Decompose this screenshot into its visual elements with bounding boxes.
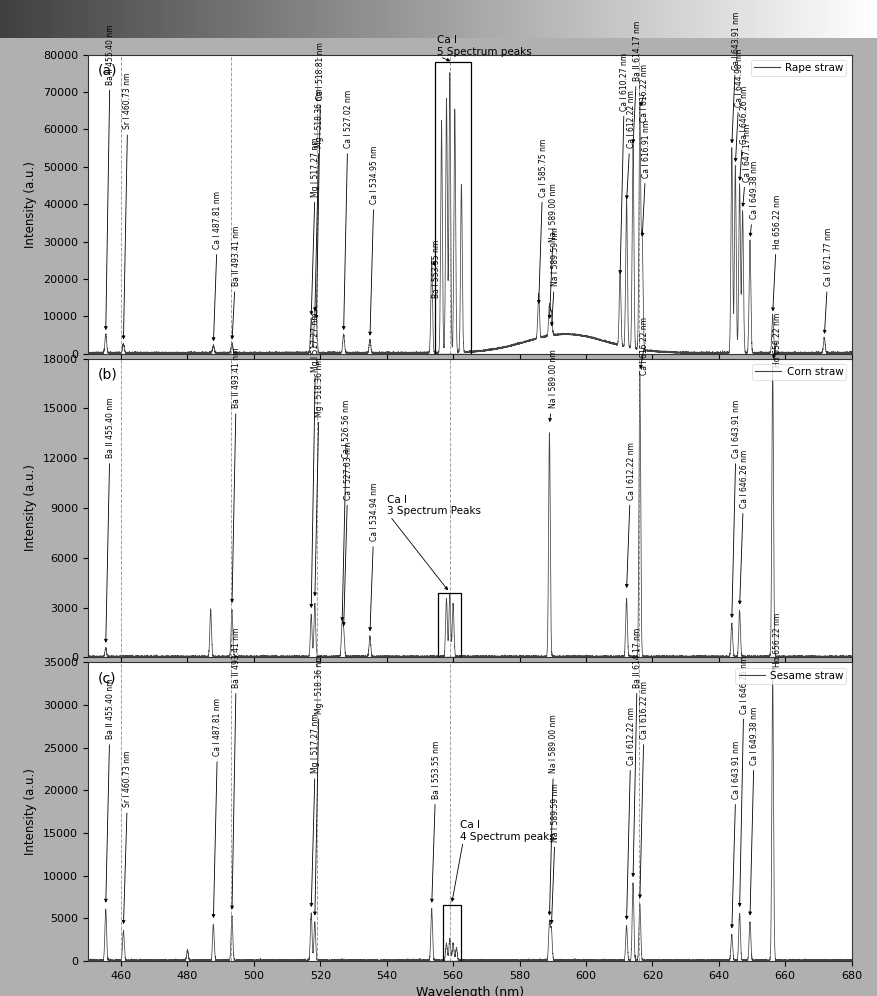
Text: Hα 656.22 nm: Hα 656.22 nm: [771, 613, 781, 672]
Text: Ba II 455.40 nm: Ba II 455.40 nm: [104, 678, 115, 902]
Text: Ba II 493.41 nm: Ba II 493.41 nm: [231, 627, 240, 908]
Text: Ca I 534.94 nm: Ca I 534.94 nm: [368, 483, 379, 630]
Text: Ca I 671.77 nm: Ca I 671.77 nm: [823, 228, 832, 333]
Text: Hα 656.22 nm: Hα 656.22 nm: [771, 195, 781, 311]
Text: Ba II 493.41 nm: Ba II 493.41 nm: [231, 226, 240, 339]
Text: Sr I 460.73 nm: Sr I 460.73 nm: [122, 751, 132, 923]
Text: Ca I 487.81 nm: Ca I 487.81 nm: [212, 191, 222, 341]
Text: Ca I 534.95 nm: Ca I 534.95 nm: [368, 145, 379, 335]
Text: Na I 589.00 nm: Na I 589.00 nm: [548, 350, 558, 421]
Text: (a): (a): [97, 64, 118, 78]
Text: Na I 589.59 nm: Na I 589.59 nm: [550, 783, 560, 923]
Bar: [434, 62, 471, 354]
Text: Mg I 517.27 nm: Mg I 517.27 nm: [310, 137, 320, 315]
Text: Ca I 616.22 nm: Ca I 616.22 nm: [638, 317, 648, 375]
Text: Ca I 643.91 nm: Ca I 643.91 nm: [730, 741, 740, 927]
Text: Ca I 646.26 nm: Ca I 646.26 nm: [738, 87, 748, 180]
Text: Mg I 517.27 nm: Mg I 517.27 nm: [310, 312, 320, 608]
Legend: Rape straw: Rape straw: [750, 60, 845, 77]
Text: Mg I 518.36 nm: Mg I 518.36 nm: [313, 357, 324, 596]
Text: Ba II 614.17 nm: Ba II 614.17 nm: [631, 21, 641, 142]
Text: (b): (b): [97, 368, 118, 381]
Text: Ca I 646.26 nm: Ca I 646.26 nm: [738, 655, 748, 906]
Text: Na I 589.59 nm: Na I 589.59 nm: [550, 228, 560, 326]
Text: Ba I 553.55 nm: Ba I 553.55 nm: [431, 239, 440, 298]
Text: Mg I 518.36 nm: Mg I 518.36 nm: [313, 654, 324, 914]
Text: Ba II 493.41 nm: Ba II 493.41 nm: [231, 348, 240, 603]
Text: Ca I 610.27 nm: Ca I 610.27 nm: [618, 53, 628, 273]
X-axis label: Wavelength (nm): Wavelength (nm): [415, 986, 524, 996]
Text: Mg I 518.36 nm: Mg I 518.36 nm: [313, 89, 324, 311]
Text: Ca I 616.22 nm: Ca I 616.22 nm: [639, 64, 648, 122]
Text: Ca I 526.56 nm: Ca I 526.56 nm: [340, 400, 351, 621]
Text: Ca I 643.91 nm: Ca I 643.91 nm: [730, 12, 740, 142]
Legend: Sesame straw: Sesame straw: [735, 667, 845, 684]
Text: Ca I 612.22 nm: Ca I 612.22 nm: [624, 442, 635, 588]
Text: Ca I 612.22 nm: Ca I 612.22 nm: [624, 91, 635, 198]
Text: Hα 656.22 nm: Hα 656.22 nm: [772, 313, 781, 367]
Text: Ba I 553.55 nm: Ba I 553.55 nm: [430, 741, 440, 902]
Text: Ca I 649.38 nm: Ca I 649.38 nm: [748, 161, 758, 236]
Y-axis label: Intensity (a.u.): Intensity (a.u.): [25, 768, 38, 856]
Text: Ca I 518.81 nm: Ca I 518.81 nm: [315, 42, 325, 318]
Text: Sr I 460.73 nm: Sr I 460.73 nm: [122, 73, 132, 339]
Text: Ca I 646.26 nm: Ca I 646.26 nm: [738, 450, 748, 604]
Text: Ca I
4 Spectrum peaks: Ca I 4 Spectrum peaks: [460, 820, 554, 842]
Text: Ca I 616.91 nm: Ca I 616.91 nm: [640, 120, 651, 236]
Y-axis label: Intensity (a.u.): Intensity (a.u.): [25, 160, 38, 248]
Text: Ca I 527.03 nm: Ca I 527.03 nm: [342, 441, 353, 625]
Text: Ba II 455.40 nm: Ba II 455.40 nm: [104, 24, 115, 330]
Text: Na I 589.00 nm: Na I 589.00 nm: [547, 714, 558, 914]
Legend: Corn straw: Corn straw: [752, 364, 845, 380]
Y-axis label: Intensity (a.u.): Intensity (a.u.): [25, 464, 38, 552]
Text: Ca I 649.38 nm: Ca I 649.38 nm: [748, 706, 758, 914]
Text: Ca I 647.17 nm: Ca I 647.17 nm: [741, 124, 751, 206]
Bar: [438, 593, 461, 657]
Text: Ca I 616.22 nm: Ca I 616.22 nm: [638, 681, 648, 897]
Text: Na I 589.00 nm: Na I 589.00 nm: [548, 183, 558, 318]
Text: Ca I 644.98 nm: Ca I 644.98 nm: [733, 49, 744, 161]
Text: Ca I 487.81 nm: Ca I 487.81 nm: [212, 698, 222, 917]
Text: Ca I 585.75 nm: Ca I 585.75 nm: [537, 138, 547, 303]
Text: Mg I 517.27 nm: Mg I 517.27 nm: [310, 714, 320, 906]
Text: Ca I 643.91 nm: Ca I 643.91 nm: [730, 400, 740, 618]
Text: Ba II 614.17 nm: Ba II 614.17 nm: [631, 627, 641, 876]
Text: Ca I
5 Spectrum peaks: Ca I 5 Spectrum peaks: [436, 35, 531, 57]
Text: Ca I 527.02 nm: Ca I 527.02 nm: [342, 90, 353, 330]
Text: Ca I 612.22 nm: Ca I 612.22 nm: [624, 707, 635, 919]
Text: Ca I
3 Spectrum Peaks: Ca I 3 Spectrum Peaks: [386, 495, 480, 516]
Bar: [443, 904, 461, 961]
Text: Ba II 455.40 nm: Ba II 455.40 nm: [104, 397, 115, 642]
Text: (c): (c): [97, 671, 116, 685]
